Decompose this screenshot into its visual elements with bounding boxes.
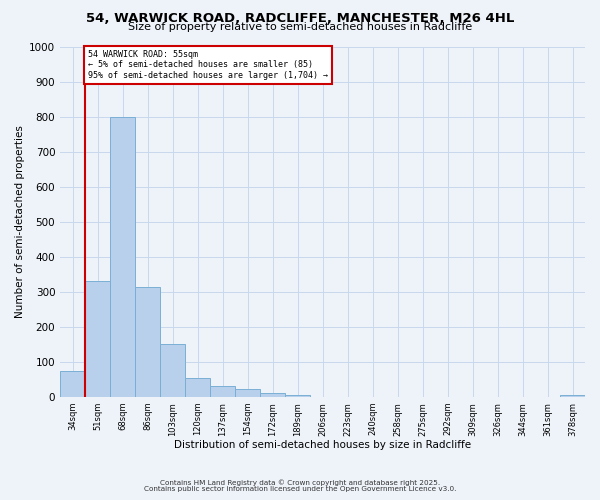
Bar	[85, 282, 110, 397]
Bar	[211, 386, 235, 397]
Bar	[260, 394, 285, 397]
Text: 54, WARWICK ROAD, RADCLIFFE, MANCHESTER, M26 4HL: 54, WARWICK ROAD, RADCLIFFE, MANCHESTER,…	[86, 12, 514, 26]
Bar	[235, 390, 260, 397]
Bar	[61, 370, 85, 397]
Bar	[560, 395, 585, 397]
Bar	[136, 286, 160, 397]
Bar	[160, 344, 185, 397]
Text: Contains HM Land Registry data © Crown copyright and database right 2025.
Contai: Contains HM Land Registry data © Crown c…	[144, 479, 456, 492]
Bar	[286, 395, 310, 397]
Y-axis label: Number of semi-detached properties: Number of semi-detached properties	[15, 126, 25, 318]
Text: Size of property relative to semi-detached houses in Radcliffe: Size of property relative to semi-detach…	[128, 22, 472, 32]
Bar	[185, 378, 210, 397]
Text: 54 WARWICK ROAD: 55sqm
← 5% of semi-detached houses are smaller (85)
95% of semi: 54 WARWICK ROAD: 55sqm ← 5% of semi-deta…	[88, 50, 328, 80]
Bar	[110, 116, 135, 397]
X-axis label: Distribution of semi-detached houses by size in Radcliffe: Distribution of semi-detached houses by …	[174, 440, 471, 450]
